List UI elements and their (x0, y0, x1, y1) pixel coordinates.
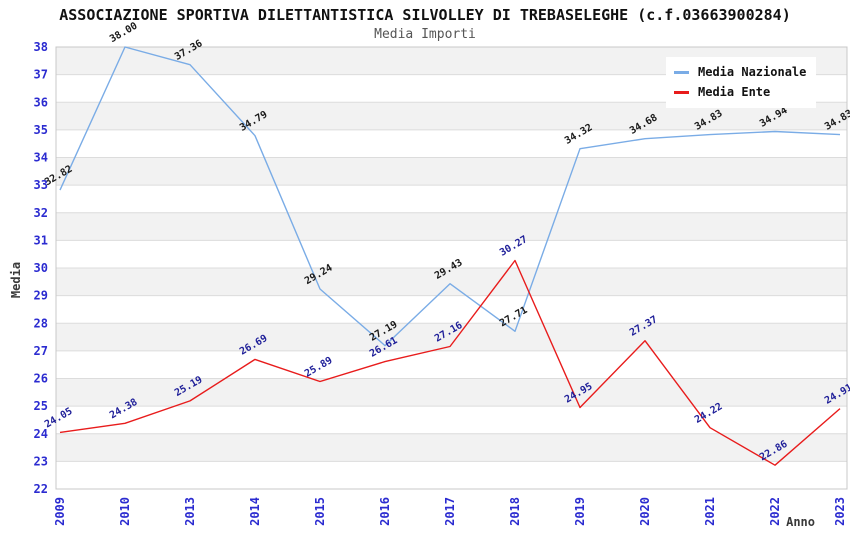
y-tick-label: 25 (34, 399, 48, 413)
y-tick-label: 32 (34, 206, 48, 220)
y-tick-label: 26 (34, 372, 48, 386)
chart-subtitle: Media Importi (374, 27, 476, 42)
plot-band (56, 406, 847, 434)
x-tick-label: 2013 (183, 497, 197, 526)
plot-band (56, 185, 847, 213)
y-tick-label: 37 (34, 68, 48, 82)
x-tick-label: 2023 (833, 497, 847, 526)
y-axis-title: Media (9, 262, 23, 298)
legend-label: Media Nazionale (698, 65, 807, 79)
plot-band (56, 461, 847, 489)
x-tick-label: 2014 (248, 497, 262, 526)
data-label: 38.00 (108, 21, 140, 46)
plot-border (55, 46, 848, 490)
y-tick-label: 23 (34, 454, 48, 468)
x-axis-title: Anno (786, 515, 815, 529)
x-tick-label: 2021 (703, 497, 717, 526)
y-tick-label: 22 (34, 482, 48, 496)
chart-legend: Media Nazionale Media Ente (666, 57, 816, 108)
legend-swatch-red-line-icon (674, 90, 689, 94)
series-line-media-ente (59, 259, 841, 466)
plot-band (56, 240, 847, 268)
y-tick-label: 27 (34, 344, 48, 358)
series-line-media-nazionale (59, 46, 841, 347)
x-tick-label: 2010 (118, 497, 132, 526)
x-tick-label: 2015 (313, 497, 327, 526)
y-tick-label: 36 (34, 95, 48, 109)
x-tick-label: 2018 (508, 497, 522, 526)
y-tick-label: 24 (34, 427, 48, 441)
y-tick-label: 29 (34, 289, 48, 303)
y-tick-label: 38 (34, 40, 48, 54)
y-tick-label: 34 (34, 151, 48, 165)
y-tick-label: 28 (34, 316, 48, 330)
x-tick-label: 2020 (638, 497, 652, 526)
y-tick-label: 30 (34, 261, 48, 275)
legend-item-media-nazionale: Media Nazionale (674, 62, 808, 82)
x-tick-label: 2022 (768, 497, 782, 526)
y-tick-label: 31 (34, 233, 48, 247)
x-tick-label: 2016 (378, 497, 392, 526)
plot-band (56, 323, 847, 351)
y-tick-label: 35 (34, 123, 48, 137)
x-tick-label: 2019 (573, 497, 587, 526)
plot-band (56, 268, 847, 296)
plot-band (56, 157, 847, 186)
y-tick-label: 33 (34, 178, 48, 192)
plot-band (56, 295, 847, 324)
x-tick-label: 2017 (443, 497, 457, 526)
legend-label: Media Ente (698, 85, 771, 99)
chart-title: ASSOCIAZIONE SPORTIVA DILETTANTISTICA SI… (59, 6, 791, 24)
x-tick-label: 2009 (53, 497, 67, 526)
legend-item-media-ente: Media Ente (674, 82, 808, 102)
plot-band (56, 433, 847, 462)
plot-band (56, 212, 847, 241)
plot-band (56, 350, 847, 379)
legend-swatch-blue-line-icon (674, 70, 689, 74)
